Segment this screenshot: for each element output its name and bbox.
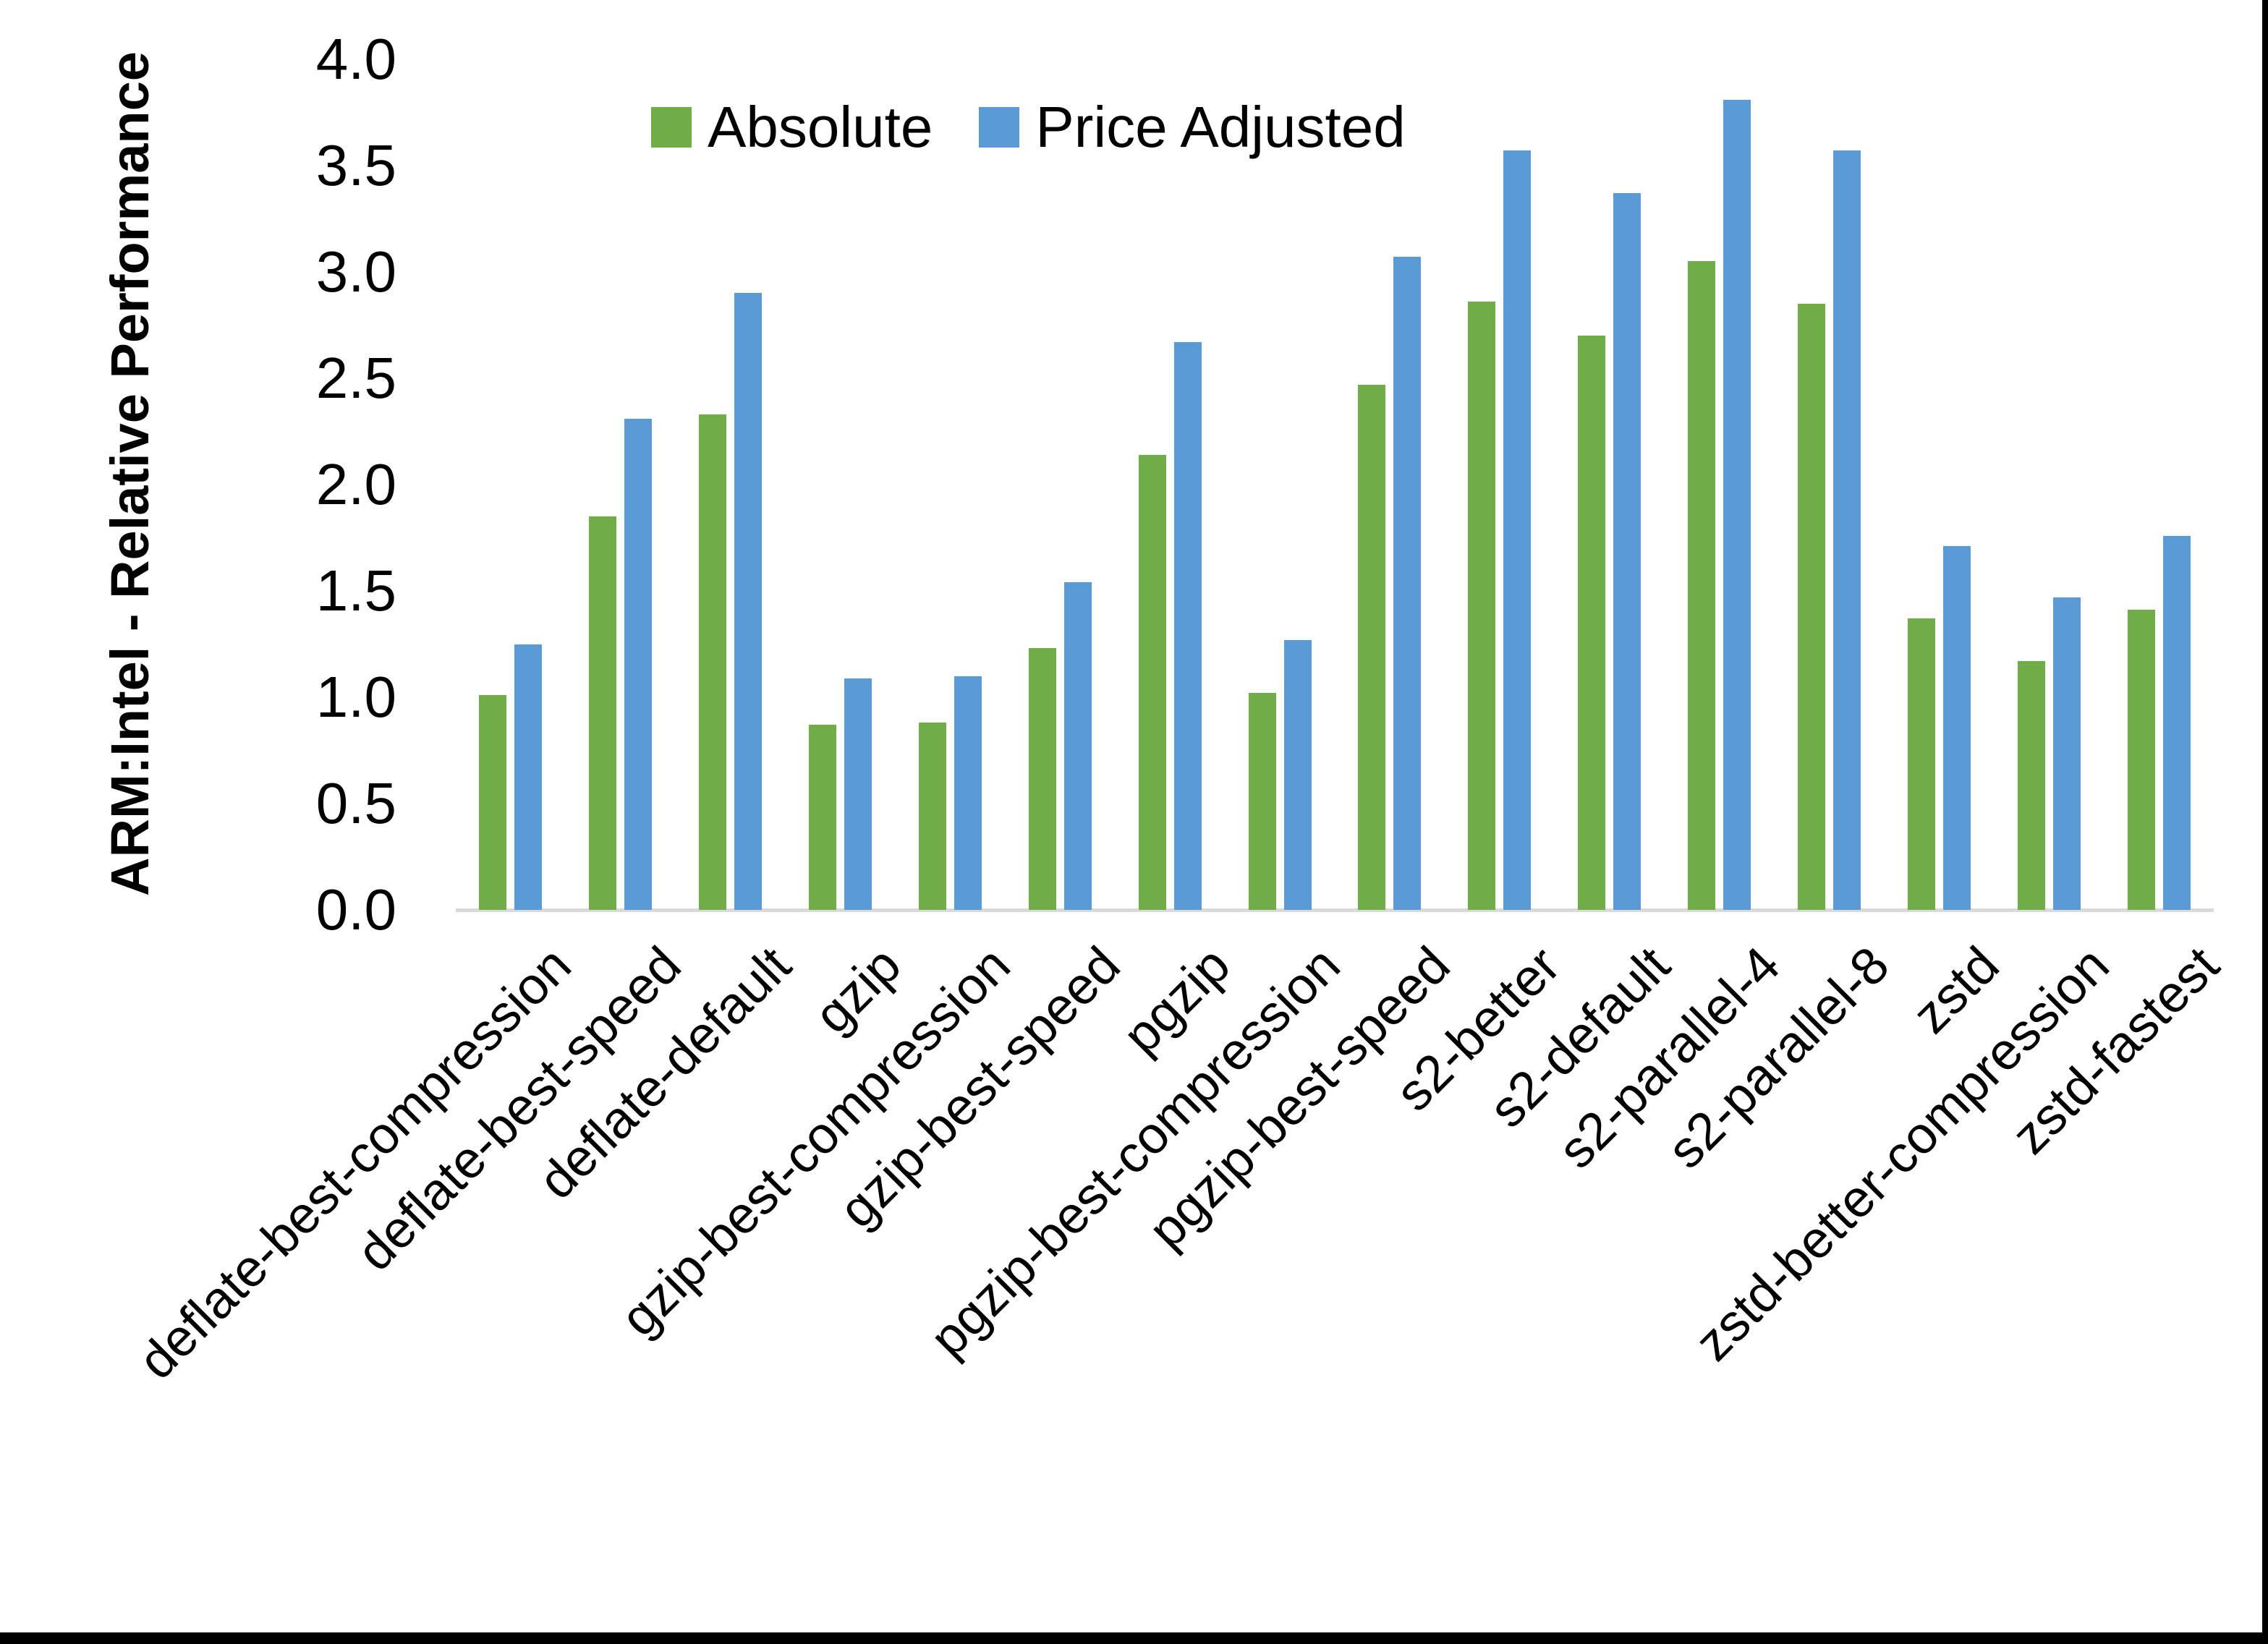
legend-label-price-adjusted: Price Adjusted [1035,95,1406,159]
bar-group [1994,59,2104,910]
y-tick-label: 0.5 [315,771,396,835]
bar-price-adjusted [514,644,543,910]
bar-group [1335,59,1445,910]
x-axis-line [456,908,2214,912]
bar-price-adjusted [844,678,872,910]
bar-absolute [918,723,946,910]
plot-area-bars [456,59,2214,910]
bar-price-adjusted [624,418,653,910]
legend-item-price-adjusted: Price Adjusted [979,93,1406,162]
bar-group [1884,59,1994,910]
bar-absolute [1907,618,1935,910]
bar-price-adjusted [2162,535,2191,910]
bar-price-adjusted [1393,257,1422,910]
bar-absolute [1468,302,1496,910]
bar-price-adjusted [1063,582,1092,910]
bar-absolute [1138,454,1166,910]
x-tick-label: deflate-best-compression [127,936,582,1391]
bar-group [1665,59,1775,910]
bar-price-adjusted [1613,193,1641,910]
bar-absolute [2017,661,2045,910]
bar-price-adjusted [1942,546,1971,910]
bar-absolute [479,695,507,910]
y-tick-label: 0.0 [315,877,396,942]
bar-group [566,59,676,910]
bar-price-adjusted [1723,99,1751,910]
bar-group [1555,59,1665,910]
bar-price-adjusted [2052,597,2081,910]
bar-price-adjusted [1832,150,1861,910]
bar-absolute [1358,384,1386,910]
bar-group [786,59,896,910]
y-tick-label: 1.5 [315,558,396,623]
bar-absolute [1028,648,1056,910]
y-tick-label: 2.0 [315,452,396,516]
bar-group [1445,59,1555,910]
y-tick-label: 3.5 [315,133,396,197]
legend-swatch-price-adjusted [979,107,1020,148]
bar-absolute [589,516,617,910]
legend: Absolute Price Adjusted [651,93,1406,162]
bar-price-adjusted [1283,639,1312,910]
bar-price-adjusted [954,676,982,910]
bar-price-adjusted [734,293,763,910]
y-tick-label: 1.0 [315,665,396,729]
y-tick-label: 4.0 [315,27,396,91]
bar-group [896,59,1006,910]
bar-absolute [2127,610,2155,910]
bar-group [1775,59,1885,910]
bar-absolute [809,725,837,910]
bar-group [1115,59,1225,910]
legend-swatch-absolute [651,107,692,148]
y-tick-label: 2.5 [315,346,396,410]
bar-price-adjusted [1173,342,1202,910]
bar-absolute [1248,693,1276,910]
bar-absolute [1578,336,1606,910]
legend-item-absolute: Absolute [651,93,933,162]
bar-group [676,59,786,910]
bar-price-adjusted [1503,150,1532,910]
y-tick-label: 3.0 [315,239,396,304]
bar-group [1225,59,1335,910]
bar-absolute [1797,304,1825,910]
legend-label-absolute: Absolute [708,95,933,159]
bar-group [456,59,566,910]
bar-group [2104,59,2214,910]
bar-group [1005,59,1115,910]
bar-absolute [1688,261,1716,910]
bar-absolute [699,414,727,910]
